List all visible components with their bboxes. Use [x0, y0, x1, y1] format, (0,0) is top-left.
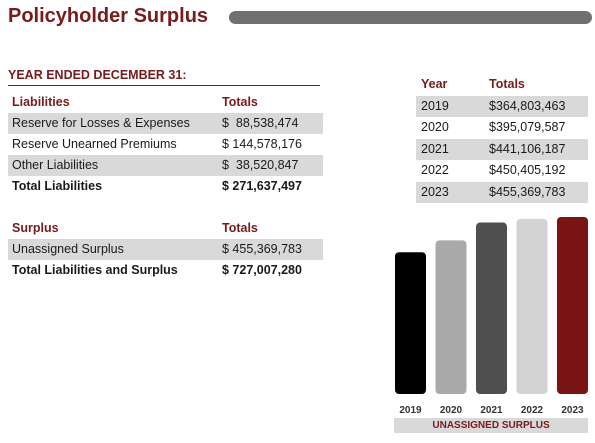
- year-cell: 2021: [421, 141, 449, 156]
- unassigned-surplus-chart: 2019 2020 2021 2022 2023: [395, 217, 588, 416]
- table-row: 2020 $395,079,587: [416, 117, 588, 139]
- table-row: 2022 $450,405,192: [416, 160, 588, 182]
- total-cell: $364,803,463: [489, 98, 566, 113]
- bar-2019: [395, 252, 426, 394]
- year-table-header: Year Totals: [416, 74, 588, 96]
- section-divider: [8, 85, 320, 86]
- surplus-header-label: Surplus: [12, 221, 59, 235]
- bar-2023: [557, 217, 588, 394]
- surplus-table: Surplus Totals Unassigned Surplus $ 455,…: [8, 218, 323, 281]
- liabilities-header-totals: Totals: [222, 95, 258, 109]
- table-row: 2021 $441,106,187: [416, 138, 588, 160]
- x-tick-label: 2020: [440, 405, 463, 416]
- total-cell: $455,369,783: [489, 184, 566, 199]
- year-cell: 2020: [421, 120, 449, 134]
- x-tick-label: 2021: [480, 405, 503, 416]
- bar-2020: [435, 240, 467, 394]
- total-cell: $395,079,587: [489, 120, 566, 134]
- total-cell: $450,405,192: [489, 163, 566, 177]
- year-cell: 2022: [421, 163, 449, 177]
- table-row: Unassigned Surplus $ 455,369,783: [8, 239, 323, 260]
- row-label: Reserve Unearned Premiums: [12, 137, 177, 151]
- total-value: $ 271,637,497: [222, 179, 302, 193]
- page-title: Policyholder Surplus: [8, 5, 209, 27]
- year-cell: 2023: [421, 184, 449, 199]
- table-row: Reserve for Losses & Expenses $ 88,538,4…: [8, 113, 323, 134]
- surplus-header-totals: Totals: [222, 221, 258, 235]
- table-row: 2019 $364,803,463: [416, 95, 588, 117]
- bar-2022: [516, 218, 548, 394]
- bar-2021: [476, 222, 507, 394]
- table-row: Reserve Unearned Premiums $ 144,578,176: [8, 134, 323, 155]
- year-header: Year: [421, 77, 448, 91]
- row-value: $ 88,538,474: [222, 116, 299, 130]
- x-tick-label: 2023: [561, 405, 584, 416]
- x-tick-label: 2022: [521, 405, 544, 416]
- total-value: $ 727,007,280: [222, 263, 302, 277]
- table-row: Other Liabilities $ 38,520,847: [8, 155, 323, 176]
- total-label: Total Liabilities: [12, 179, 103, 193]
- year-totals-table: Year Totals 2019 $364,803,463 2020 $395,…: [416, 74, 588, 203]
- totals-header: Totals: [489, 77, 525, 91]
- row-value: $ 455,369,783: [222, 242, 302, 256]
- table-row: 2023 $455,369,783: [416, 181, 588, 203]
- x-tick-label: 2019: [399, 405, 422, 416]
- total-cell: $441,106,187: [489, 141, 566, 156]
- liabilities-table: Liabilities Totals Reserve for Losses & …: [8, 92, 323, 197]
- surplus-header: Surplus Totals: [8, 218, 323, 239]
- row-value: $ 144,578,176: [222, 137, 302, 151]
- title-decor-bar: [229, 11, 592, 24]
- total-row: Total Liabilities and Surplus $ 727,007,…: [8, 260, 323, 281]
- liabilities-header-label: Liabilities: [12, 95, 70, 109]
- row-label: Other Liabilities: [12, 158, 99, 172]
- row-label: Reserve for Losses & Expenses: [12, 116, 190, 130]
- section-heading: YEAR ENDED DECEMBER 31:: [8, 68, 187, 82]
- total-row: Total Liabilities $ 271,637,497: [8, 176, 323, 197]
- row-value: $ 38,520,847: [222, 158, 299, 172]
- year-cell: 2019: [421, 98, 449, 113]
- total-label: Total Liabilities and Surplus: [12, 263, 178, 277]
- liabilities-header: Liabilities Totals: [8, 92, 323, 113]
- chart-title: UNASSIGNED SURPLUS: [394, 418, 588, 433]
- row-label: Unassigned Surplus: [12, 242, 124, 256]
